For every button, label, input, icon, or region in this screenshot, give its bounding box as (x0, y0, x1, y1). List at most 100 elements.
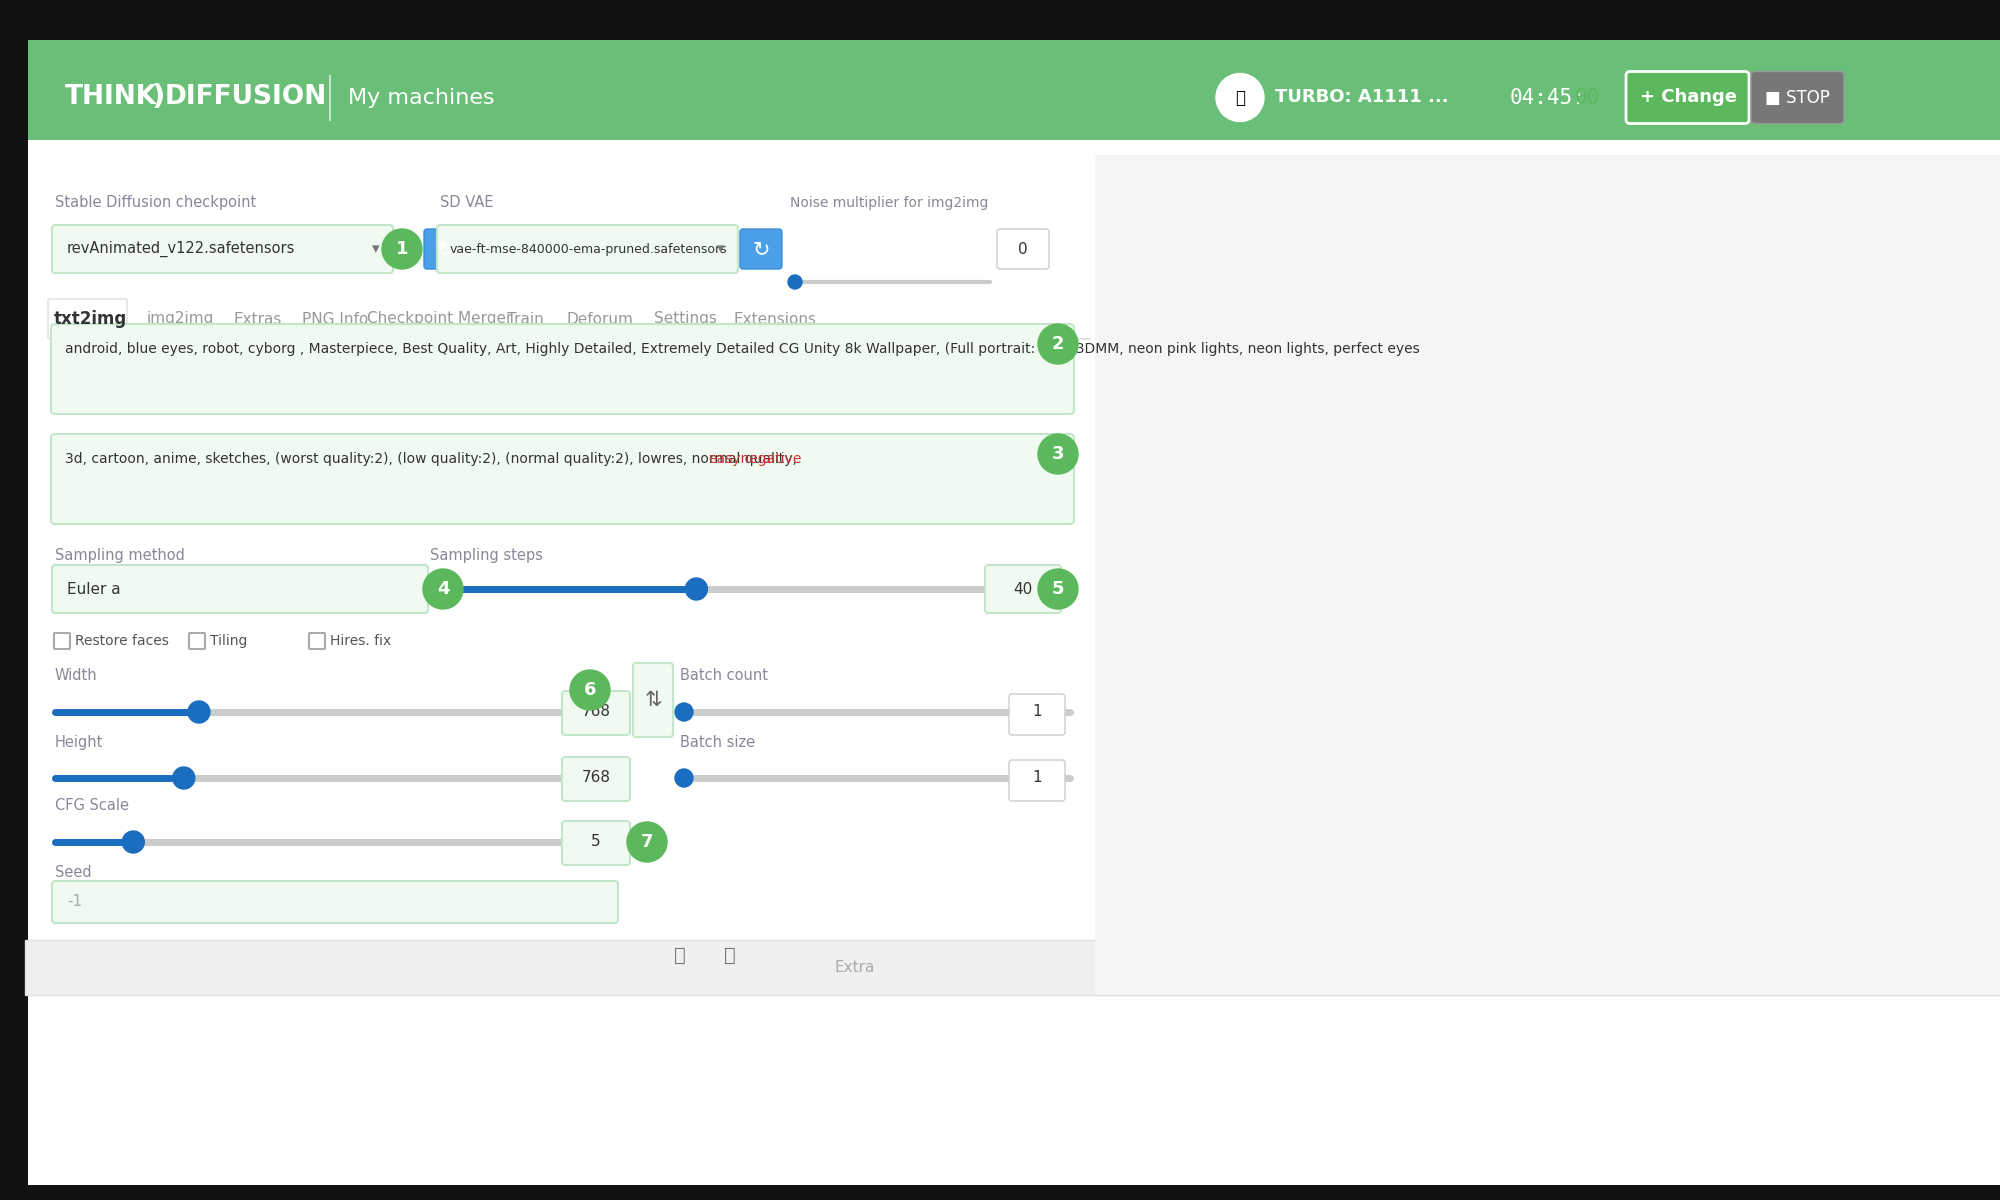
Circle shape (172, 767, 194, 790)
FancyBboxPatch shape (20, 40, 2000, 80)
Text: ⇅: ⇅ (644, 690, 662, 710)
Text: 00: 00 (1576, 88, 1600, 108)
Text: 🚀: 🚀 (1236, 89, 1244, 107)
Text: 768: 768 (582, 770, 610, 786)
Text: Extra: Extra (836, 960, 876, 976)
Text: 04:45:: 04:45: (1510, 88, 1586, 108)
Text: ▾: ▾ (372, 241, 380, 257)
Text: 2: 2 (1052, 335, 1064, 353)
FancyBboxPatch shape (24, 940, 2000, 995)
FancyBboxPatch shape (740, 229, 782, 269)
FancyBboxPatch shape (1010, 694, 1064, 734)
Circle shape (424, 569, 464, 608)
Text: 7: 7 (640, 833, 654, 851)
Text: -1: -1 (68, 894, 82, 910)
FancyBboxPatch shape (424, 229, 466, 269)
FancyBboxPatch shape (52, 226, 392, 272)
FancyBboxPatch shape (562, 691, 630, 734)
Text: 1: 1 (1032, 704, 1042, 720)
Text: 768: 768 (582, 704, 610, 720)
Circle shape (1216, 73, 1264, 121)
Text: 🔺: 🔺 (724, 946, 736, 965)
Text: Hires. fix: Hires. fix (330, 634, 392, 648)
FancyBboxPatch shape (24, 55, 2000, 140)
Text: CFG Scale: CFG Scale (56, 798, 128, 814)
Text: THINK: THINK (64, 84, 158, 110)
FancyBboxPatch shape (52, 881, 618, 923)
FancyBboxPatch shape (308, 634, 324, 649)
Circle shape (676, 703, 694, 721)
Text: Batch size: Batch size (680, 734, 756, 750)
FancyBboxPatch shape (24, 140, 2000, 1186)
Circle shape (686, 578, 708, 600)
Text: txt2img: txt2img (54, 310, 126, 328)
Text: ▾: ▾ (716, 241, 724, 257)
FancyBboxPatch shape (52, 324, 1074, 414)
Text: 1: 1 (1032, 770, 1042, 786)
Circle shape (122, 830, 144, 853)
Text: 5: 5 (1052, 580, 1064, 598)
Circle shape (570, 670, 610, 710)
Text: TURBO: A1111 ...: TURBO: A1111 ... (1276, 89, 1448, 107)
FancyBboxPatch shape (54, 634, 70, 649)
Circle shape (788, 275, 802, 289)
Text: 6: 6 (584, 680, 596, 698)
Text: Euler a: Euler a (68, 582, 120, 596)
Circle shape (1038, 324, 1078, 364)
Text: 0: 0 (1018, 241, 1028, 257)
Text: My machines: My machines (348, 88, 494, 108)
Text: Extras: Extras (234, 312, 282, 326)
FancyBboxPatch shape (996, 229, 1048, 269)
Text: Checkpoint Merger: Checkpoint Merger (368, 312, 512, 326)
Text: Settings: Settings (654, 312, 716, 326)
Circle shape (188, 701, 210, 722)
Text: Width: Width (56, 668, 98, 683)
FancyBboxPatch shape (0, 0, 28, 1200)
Text: Restore faces: Restore faces (76, 634, 168, 648)
Circle shape (382, 229, 422, 269)
Text: Extensions: Extensions (734, 312, 816, 326)
FancyBboxPatch shape (562, 821, 630, 865)
FancyBboxPatch shape (1626, 72, 1748, 124)
Text: PNG Info: PNG Info (302, 312, 368, 326)
Text: ↻: ↻ (436, 239, 454, 259)
Text: Batch count: Batch count (680, 668, 768, 683)
FancyBboxPatch shape (1096, 155, 2000, 995)
Text: ↻: ↻ (752, 239, 770, 259)
Text: vae-ft-mse-840000-ema-pruned.safetensors: vae-ft-mse-840000-ema-pruned.safetensors (450, 242, 728, 256)
Text: 40: 40 (1014, 582, 1032, 596)
Text: 4: 4 (436, 580, 450, 598)
Text: Stable Diffusion checkpoint: Stable Diffusion checkpoint (56, 194, 256, 210)
Text: SD VAE: SD VAE (440, 194, 494, 210)
Text: Sampling steps: Sampling steps (430, 548, 542, 563)
Text: 3: 3 (1052, 445, 1064, 463)
Text: android, blue eyes, robot, cyborg , Masterpiece, Best Quality, Art, Highly Detai: android, blue eyes, robot, cyborg , Mast… (64, 342, 1420, 356)
Text: easynegative: easynegative (708, 452, 802, 466)
Text: DIFFUSION: DIFFUSION (164, 84, 328, 110)
Text: 1: 1 (396, 240, 408, 258)
FancyBboxPatch shape (52, 565, 428, 613)
FancyBboxPatch shape (16, 0, 2000, 78)
Text: 3d, cartoon, anime, sketches, (worst quality:2), (low quality:2), (normal qualit: 3d, cartoon, anime, sketches, (worst qua… (64, 452, 802, 466)
Text: 🔄: 🔄 (674, 946, 686, 965)
FancyBboxPatch shape (436, 226, 738, 272)
Circle shape (1038, 569, 1078, 608)
FancyBboxPatch shape (984, 565, 1060, 613)
Circle shape (628, 822, 668, 862)
Text: Seed: Seed (56, 865, 92, 880)
FancyBboxPatch shape (188, 634, 206, 649)
Text: Deforum: Deforum (566, 312, 634, 326)
Text: ): ) (152, 84, 166, 112)
Text: ■ STOP: ■ STOP (1764, 89, 1830, 107)
Text: Train: Train (506, 312, 544, 326)
FancyBboxPatch shape (48, 299, 128, 338)
Circle shape (1038, 434, 1078, 474)
FancyBboxPatch shape (632, 662, 672, 737)
Text: Noise multiplier for img2img: Noise multiplier for img2img (790, 196, 988, 210)
Text: + Change: + Change (1640, 89, 1736, 107)
Text: Height: Height (56, 734, 104, 750)
Text: Sampling method: Sampling method (56, 548, 184, 563)
Text: 5: 5 (592, 834, 600, 850)
FancyBboxPatch shape (1752, 72, 1844, 124)
Circle shape (676, 769, 694, 787)
